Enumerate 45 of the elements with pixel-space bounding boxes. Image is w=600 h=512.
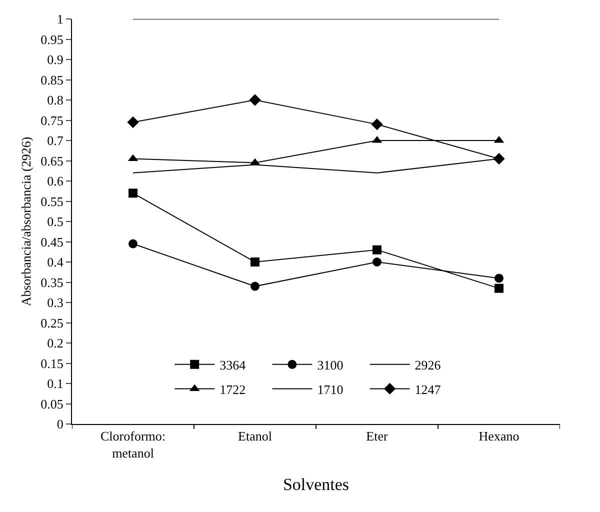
y-axis-title: Absorbancia/absorbancia (2926) [18,136,34,306]
x-tick-label: Cloroformo: metanol [100,428,166,460]
x-tick-label: Etanol [238,428,272,444]
point [371,118,383,130]
point [493,152,505,165]
y-tick-label: 0.75 [40,112,64,128]
y-tick-label: 0.15 [40,356,64,371]
y-tick-label: 0.5 [47,214,64,230]
y-tick-label: 0.2 [47,336,64,351]
x-axis-title: Solventes [282,474,350,494]
legend-label: 2926 [414,357,442,372]
y-tick-label: 0.7 [47,133,64,148]
y-tick-label: 0.85 [40,72,64,88]
point [372,258,382,266]
point [127,116,139,128]
y-tick-label: 0.45 [40,234,64,250]
y-tick-label: 0.3 [47,295,64,310]
y-tick-label: 0.8 [47,92,64,108]
point [128,188,138,198]
y-tick-label: 0.25 [40,315,64,330]
legend-label: 3100 [317,357,344,372]
point [372,245,382,254]
y-tick-label: 0.65 [40,153,64,168]
legend-label: 3364 [220,357,246,372]
legend-label: 1710 [317,382,344,397]
point [250,282,260,291]
point [494,274,504,283]
point [494,284,504,293]
y-tick-label: 1 [56,12,64,27]
y-tick-label: 0.95 [40,32,64,47]
legend-label: 1247 [414,382,442,397]
y-tick-label: 0.6 [47,174,64,189]
point [128,239,138,248]
point [250,258,260,266]
y-tick-label: 0.05 [40,396,64,412]
y-tick-label: 0.55 [40,194,64,209]
y-tick-label: 0.35 [40,274,64,290]
legend-label: 1722 [220,382,246,397]
y-tick-label: 0 [56,416,64,432]
x-tick-label: Hexano [478,428,520,444]
x-tick-label: Eter [366,428,388,444]
y-tick-label: 0.4 [47,254,64,270]
y-tick-label: 0.9 [47,52,64,68]
point [249,94,261,106]
y-tick-label: 0.1 [47,376,64,392]
